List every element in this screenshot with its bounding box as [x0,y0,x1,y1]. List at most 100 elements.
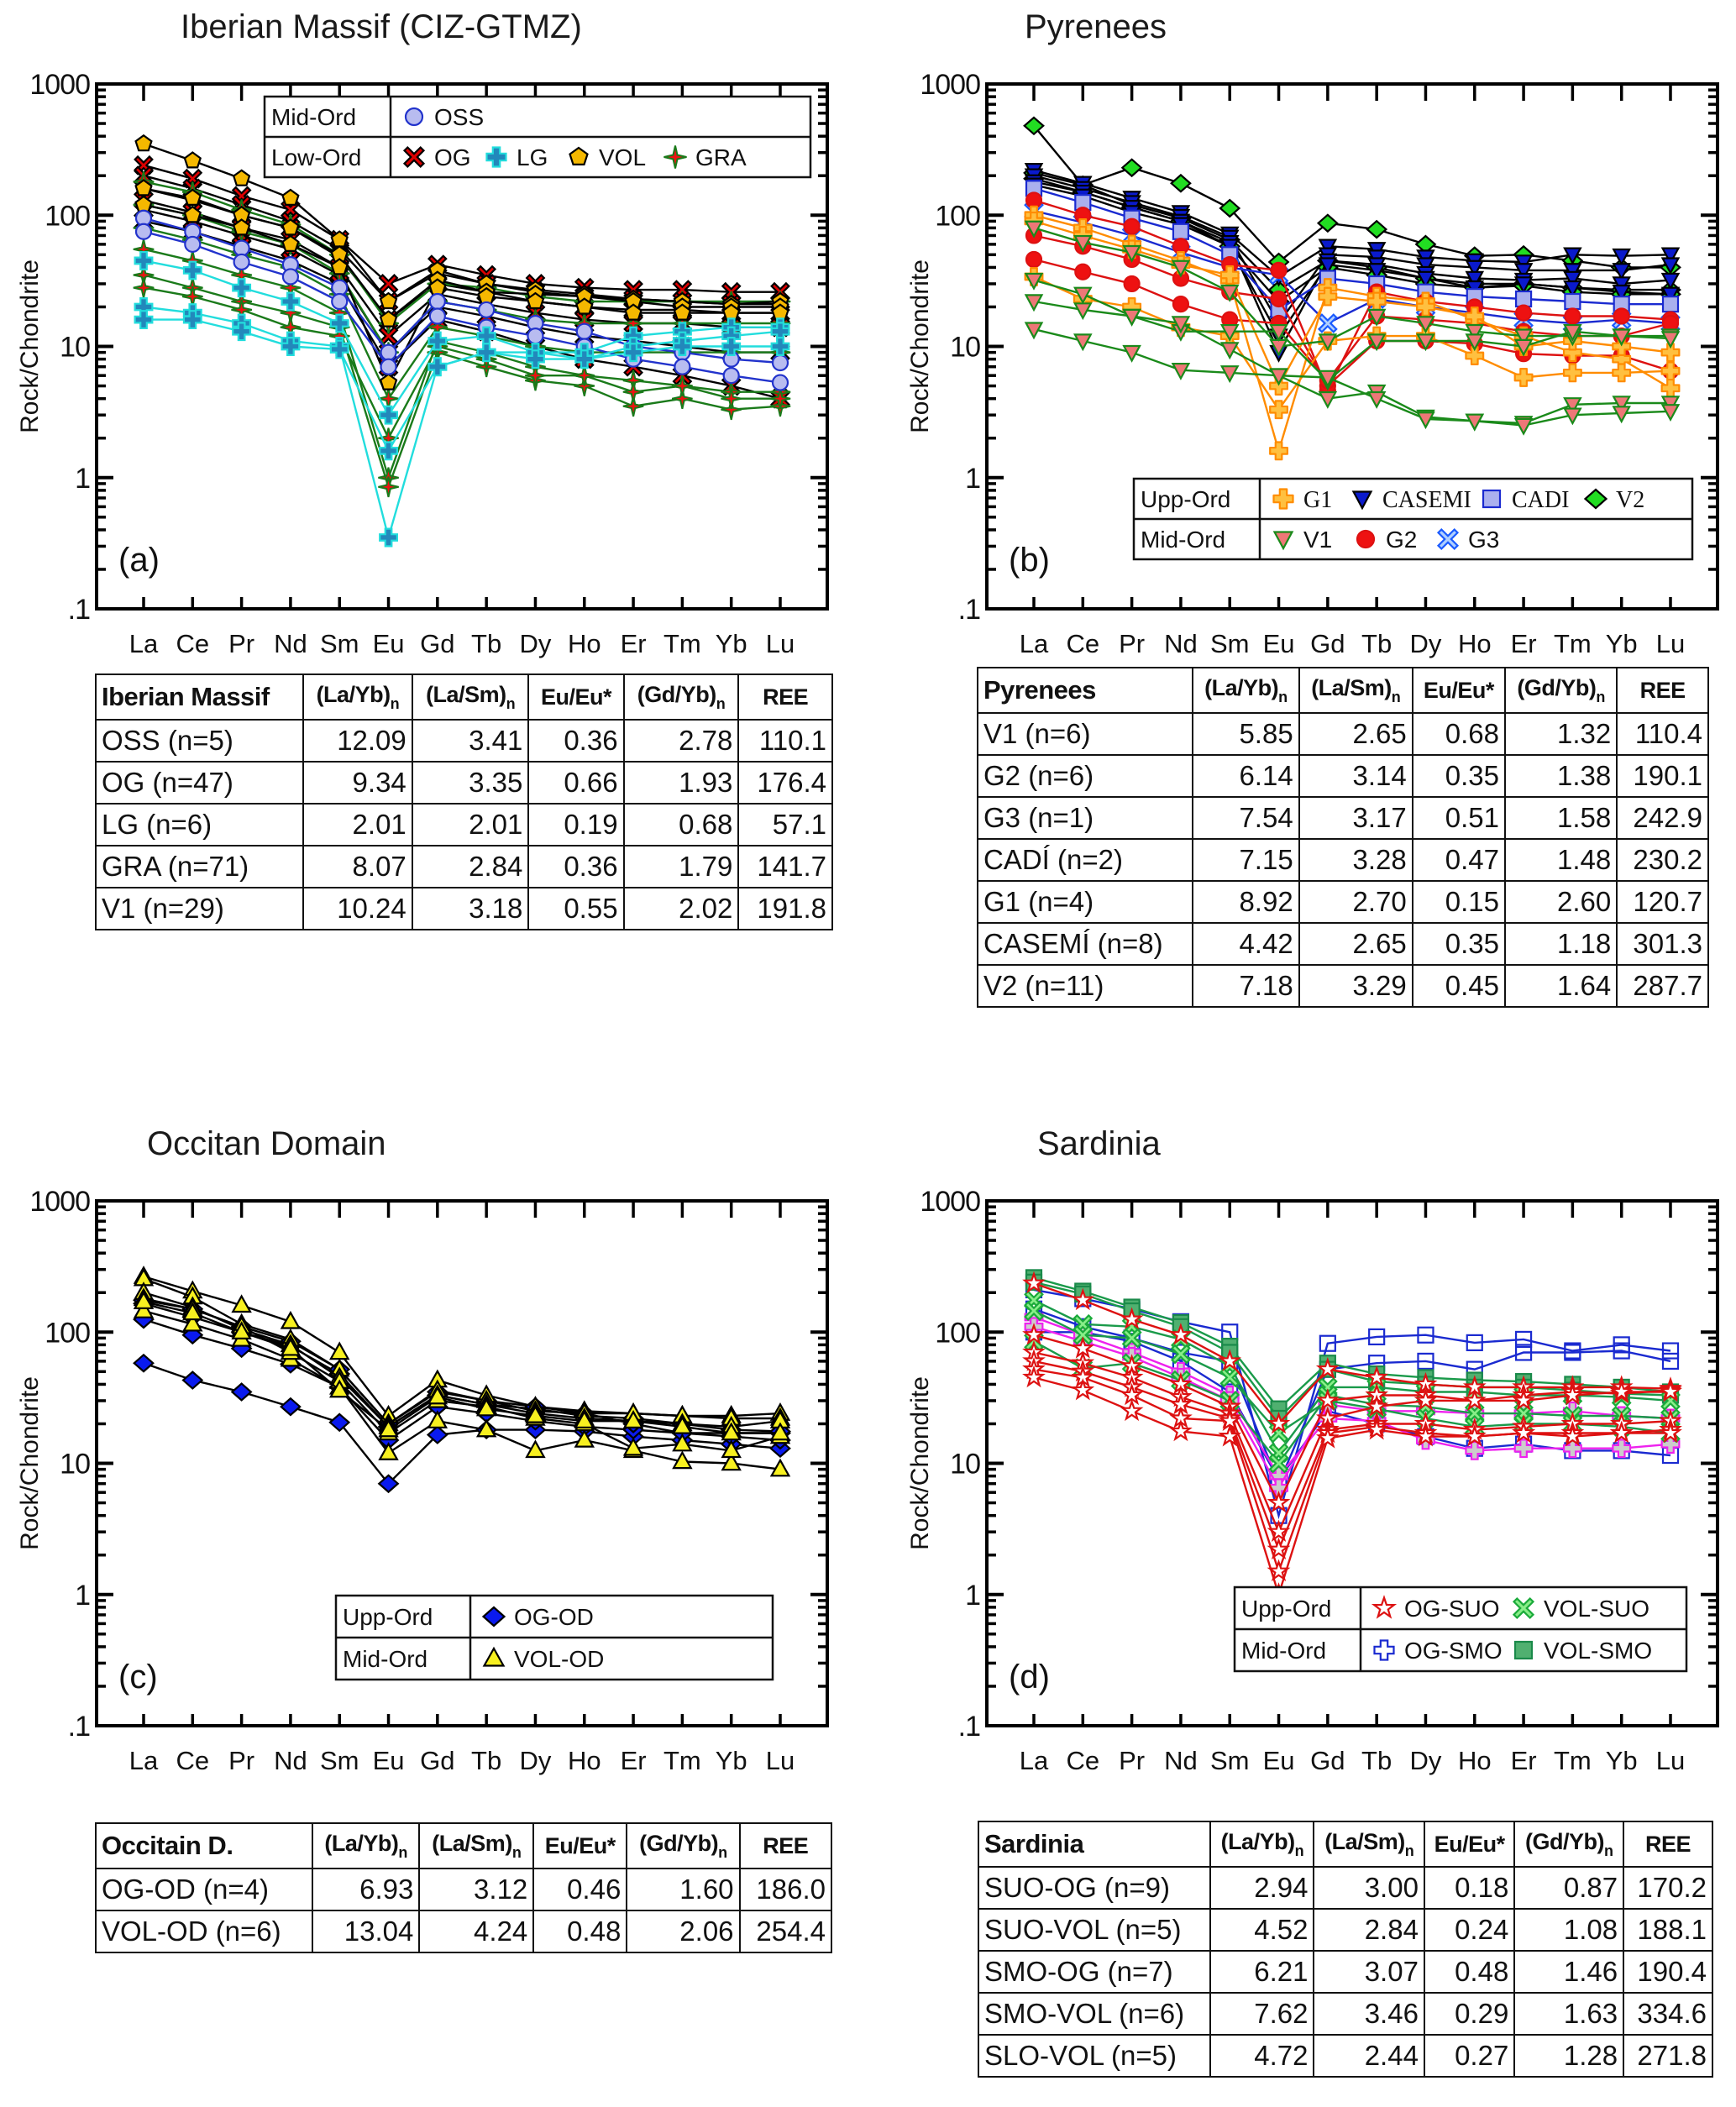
series-line [143,1277,780,1426]
row-label: G3 (n=1) [976,796,1194,840]
data-point [1462,1424,1487,1447]
table-cell: 1.46 [1513,1950,1625,1994]
column-header: Eu/Eu* [532,1822,628,1869]
data-point [133,1299,155,1318]
data-point [1071,1287,1095,1311]
table-title: Iberian Massif [95,674,304,721]
table-cell: 287.7 [1616,964,1709,1008]
data-point [184,235,202,254]
data-point [526,291,545,310]
table-cell: 2.65 [1298,712,1413,756]
data-point [1416,257,1435,275]
data-point [525,1439,546,1459]
data-point [1171,1344,1191,1365]
legend-marker-plus-round-icon [1272,488,1294,510]
column-header-label: (La/Yb) [1220,1828,1296,1854]
series-line [143,1309,781,1470]
row-label: V2 (n=11) [976,964,1194,1008]
table-cell: 1.64 [1503,964,1618,1008]
data-point [475,1397,497,1417]
column-header-label: (Gd/Yb) [1524,1828,1604,1854]
data-point [183,188,202,206]
series-group [1023,116,1681,461]
series-lg [134,310,790,461]
data-point [575,322,593,340]
panel-label: (d) [1009,1659,1050,1696]
table-cell: 190.1 [1616,754,1709,798]
data-point [1660,331,1681,349]
x-tick-label: Ce [176,629,209,658]
y-tick-label: .1 [958,1711,980,1743]
table-cell: 6.14 [1192,754,1300,798]
x-tick-label: Ho [568,629,601,658]
data-point [1513,1439,1534,1459]
table-cell: 1.32 [1503,712,1618,756]
x-tick-label: Tm [663,1746,701,1775]
data-point [1318,238,1338,257]
data-point [1318,257,1338,275]
table-cell: 2.65 [1298,922,1413,966]
data-point [671,388,693,410]
data-point [1219,1367,1240,1388]
legend: Upp-Ord OG-OD Mid-Ord VOL-OD [334,1594,774,1681]
data-point [1269,441,1288,461]
table-cell: 0.68 [1411,712,1506,756]
table-cell: 1.60 [626,1868,741,1911]
table-cell: 2.78 [622,719,740,763]
data-point [575,297,594,315]
table-cell: 0.45 [1411,964,1506,1008]
data-point [1318,333,1338,352]
column-header: REE [1623,1821,1713,1868]
legend-group-label: Mid-Ord [343,1646,427,1672]
column-header-subscript: n [716,694,726,712]
data-point [427,1386,448,1405]
column-header-subscript: n [1603,1842,1613,1859]
data-point [1661,314,1680,333]
table-row: SLO-VOL (n=5) 4.72 2.44 0.27 1.28 271.8 [977,2034,1713,2078]
column-header-label: (La/Sm) [1311,674,1392,700]
row-label: VOL-OD (n=6) [95,1910,313,1953]
column-header-label: REE [763,1832,809,1858]
table-cell: 2.94 [1209,1866,1315,1910]
data-point [1416,333,1435,352]
table-cell: 3.17 [1298,796,1413,840]
x-tick-label: Lu [766,1746,795,1775]
table-cell: 2.01 [411,803,530,846]
table-cell: 3.35 [411,761,530,805]
table-cell: 7.18 [1192,964,1300,1008]
table-cell: 0.46 [532,1868,628,1911]
data-point [1270,261,1288,280]
data-point [1562,1439,1582,1459]
data-point [769,1458,791,1477]
row-label: G1 (n=4) [976,880,1194,924]
legend-marker-x-icon [402,145,426,169]
data-point [378,1442,399,1460]
x-tick-label: Nd [274,629,307,658]
table-cell: 2.84 [1313,1908,1425,1952]
data-point [1073,234,1093,253]
data-point [329,313,349,333]
data-point [281,268,300,286]
data-point [1368,1328,1386,1346]
data-point [134,179,153,197]
data-point [1660,361,1681,381]
legend-marker-triangle-down-icon [1272,531,1294,551]
legend-item-label: LG [517,144,548,170]
panel-label: (b) [1009,542,1050,579]
legend-marker-triangle-down-icon [1351,490,1373,511]
y-tick-label: 10 [950,1449,980,1481]
row-label: SLO-VOL (n=5) [977,2034,1212,2078]
table-sardinia: Sardinia (La/Yb)n (La/Sm)n Eu/Eu* (Gd/Yb)n RE… [977,1821,1713,2078]
legend-item-label: G3 [1468,527,1499,553]
data-point [1513,417,1534,436]
series-line [1033,1340,1671,1465]
data-point [1022,1323,1046,1345]
data-point [182,310,202,330]
data-point [1514,1344,1533,1361]
table-cell: 0.55 [527,887,625,930]
x-tick-label: Sm [320,629,359,658]
data-point [478,301,496,319]
data-point [1660,343,1681,363]
column-header: (Gd/Yb)n [1503,667,1618,714]
data-point [1169,1418,1193,1442]
